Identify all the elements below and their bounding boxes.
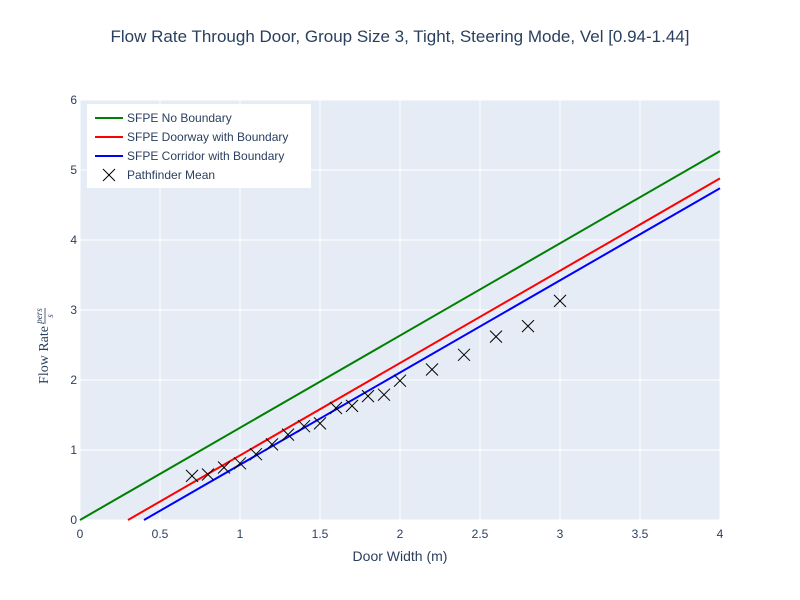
legend-label: SFPE Doorway with Boundary <box>127 130 288 144</box>
scatter-point-marker <box>361 389 375 403</box>
y-axis-title-text: Flow Rate <box>37 326 52 384</box>
y-axis-title: Flow Rate pers s <box>34 308 55 384</box>
scatter-point-marker <box>201 468 215 481</box>
x-tick-label: 0.5 <box>152 527 169 541</box>
scatter-point-marker <box>457 348 471 362</box>
series-lines <box>79 150 721 521</box>
series-line-0 <box>79 150 721 521</box>
x-tick-label: 2 <box>397 527 404 541</box>
legend-item[interactable]: SFPE Doorway with Boundary <box>95 130 288 144</box>
x-tick-label: 1.5 <box>312 527 329 541</box>
pathfinder-markers <box>185 294 567 483</box>
legend-item[interactable]: SFPE Corridor with Boundary <box>95 149 284 163</box>
legend-item[interactable]: Pathfinder Mean <box>102 168 215 182</box>
scatter-point-marker <box>297 419 311 433</box>
x-tick-label: 3 <box>557 527 564 541</box>
y-tick-label: 6 <box>70 93 77 107</box>
scatter-point-marker <box>265 438 279 451</box>
scatter-point-marker <box>249 447 263 461</box>
x-tick-label: 2.5 <box>472 527 489 541</box>
scatter-point-marker <box>377 388 391 402</box>
x-tick-label: 1 <box>237 527 244 541</box>
y-axis-unit-numerator: pers <box>34 308 44 325</box>
scatter-point-marker <box>217 461 231 474</box>
legend[interactable]: SFPE No Boundary SFPE Doorway with Bounda… <box>87 104 311 188</box>
y-tick-label: 5 <box>70 163 77 177</box>
scatter-point-marker <box>553 294 567 308</box>
scatter-point-marker <box>425 363 439 376</box>
scatter-point-marker <box>185 469 199 483</box>
y-tick-label: 0 <box>70 513 77 527</box>
y-tick-label: 3 <box>70 303 77 317</box>
y-tick-label: 1 <box>70 443 77 457</box>
scatter-point-marker <box>233 456 247 470</box>
y-tick-label: 2 <box>70 373 77 387</box>
scatter-point-marker <box>281 428 295 441</box>
y-axis-unit-denominator: s <box>45 314 55 318</box>
legend-box <box>87 104 311 188</box>
chart-title: Flow Rate Through Door, Group Size 3, Ti… <box>111 27 690 46</box>
series-line-2 <box>143 187 721 521</box>
x-tick-label: 0 <box>77 527 84 541</box>
legend-label: SFPE No Boundary <box>127 111 232 125</box>
scatter-point-marker <box>521 319 535 333</box>
x-tick-label: 4 <box>717 527 724 541</box>
x-axis-title: Door Width (m) <box>353 548 448 564</box>
y-axis-ticks: 0 1 2 3 4 5 6 <box>70 93 77 527</box>
x-axis-ticks: 0 0.5 1 1.5 2 2.5 3 3.5 4 <box>77 527 724 541</box>
legend-label: Pathfinder Mean <box>127 168 215 182</box>
scatter-point-marker <box>489 330 503 343</box>
scatter-point-marker <box>313 417 327 430</box>
scatter-point-marker <box>393 374 407 388</box>
legend-item[interactable]: SFPE No Boundary <box>95 111 232 125</box>
legend-label: SFPE Corridor with Boundary <box>127 149 284 163</box>
legend-swatch <box>102 168 116 182</box>
y-tick-label: 4 <box>70 233 77 247</box>
x-tick-label: 3.5 <box>632 527 649 541</box>
scatter-point-marker <box>329 401 343 415</box>
scatter-point-marker <box>345 399 359 413</box>
series-line-1 <box>127 177 721 521</box>
